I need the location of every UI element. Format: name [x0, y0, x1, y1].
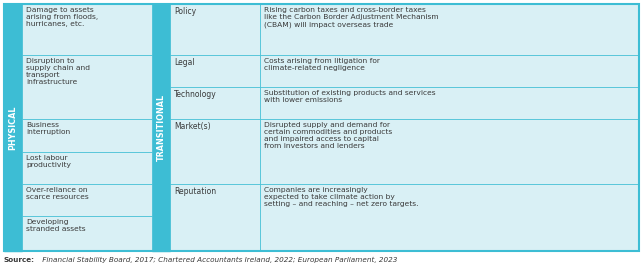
Bar [170, 87, 260, 119]
Bar [22, 216, 152, 251]
Text: Technology: Technology [174, 90, 217, 99]
Bar [22, 4, 152, 55]
Text: Lost labour
productivity: Lost labour productivity [26, 155, 71, 167]
Text: Financial Stability Board, 2017; Chartered Accountants Ireland, 2022; European P: Financial Stability Board, 2017; Charter… [40, 257, 397, 263]
Bar [4, 4, 22, 251]
Bar [152, 4, 170, 251]
Text: Developing
stranded assets: Developing stranded assets [26, 219, 86, 232]
Bar [260, 87, 639, 119]
Text: Damage to assets
arising from floods,
hurricanes, etc.: Damage to assets arising from floods, hu… [26, 7, 98, 27]
Text: Substitution of existing products and services
with lower emissions: Substitution of existing products and se… [264, 90, 435, 103]
Bar [170, 4, 260, 55]
Text: Companies are increasingly
expected to take climate action by
setting – and reac: Companies are increasingly expected to t… [264, 187, 419, 207]
Text: PHYSICAL: PHYSICAL [8, 105, 17, 150]
Bar [22, 184, 152, 216]
Text: Costs arising from litigation for
climate-related negligence: Costs arising from litigation for climat… [264, 58, 380, 71]
Text: Over-reliance on
scarce resources: Over-reliance on scarce resources [26, 187, 89, 200]
Text: Market(s): Market(s) [174, 122, 211, 131]
Text: Rising carbon taxes and cross-border taxes
like the Carbon Border Adjustment Mec: Rising carbon taxes and cross-border tax… [264, 7, 439, 28]
Bar [22, 152, 152, 184]
Bar [260, 119, 639, 184]
Bar [22, 55, 152, 119]
Text: Legal: Legal [174, 58, 195, 67]
Text: TRANSITIONAL: TRANSITIONAL [156, 94, 165, 161]
Text: Policy: Policy [174, 7, 196, 16]
Text: Business
interruption: Business interruption [26, 122, 70, 136]
Bar [260, 55, 639, 87]
Text: Source:: Source: [4, 257, 35, 263]
Bar [4, 4, 639, 251]
Bar [22, 119, 152, 152]
Bar [170, 55, 260, 87]
Bar [170, 184, 260, 251]
Text: Disruption to
supply chain and
transport
infrastructure: Disruption to supply chain and transport… [26, 58, 90, 85]
Bar [260, 184, 639, 251]
Text: Disrupted supply and demand for
certain commodities and products
and impaired ac: Disrupted supply and demand for certain … [264, 122, 392, 150]
Bar [260, 4, 639, 55]
Text: Reputation: Reputation [174, 187, 216, 196]
Bar [170, 119, 260, 184]
